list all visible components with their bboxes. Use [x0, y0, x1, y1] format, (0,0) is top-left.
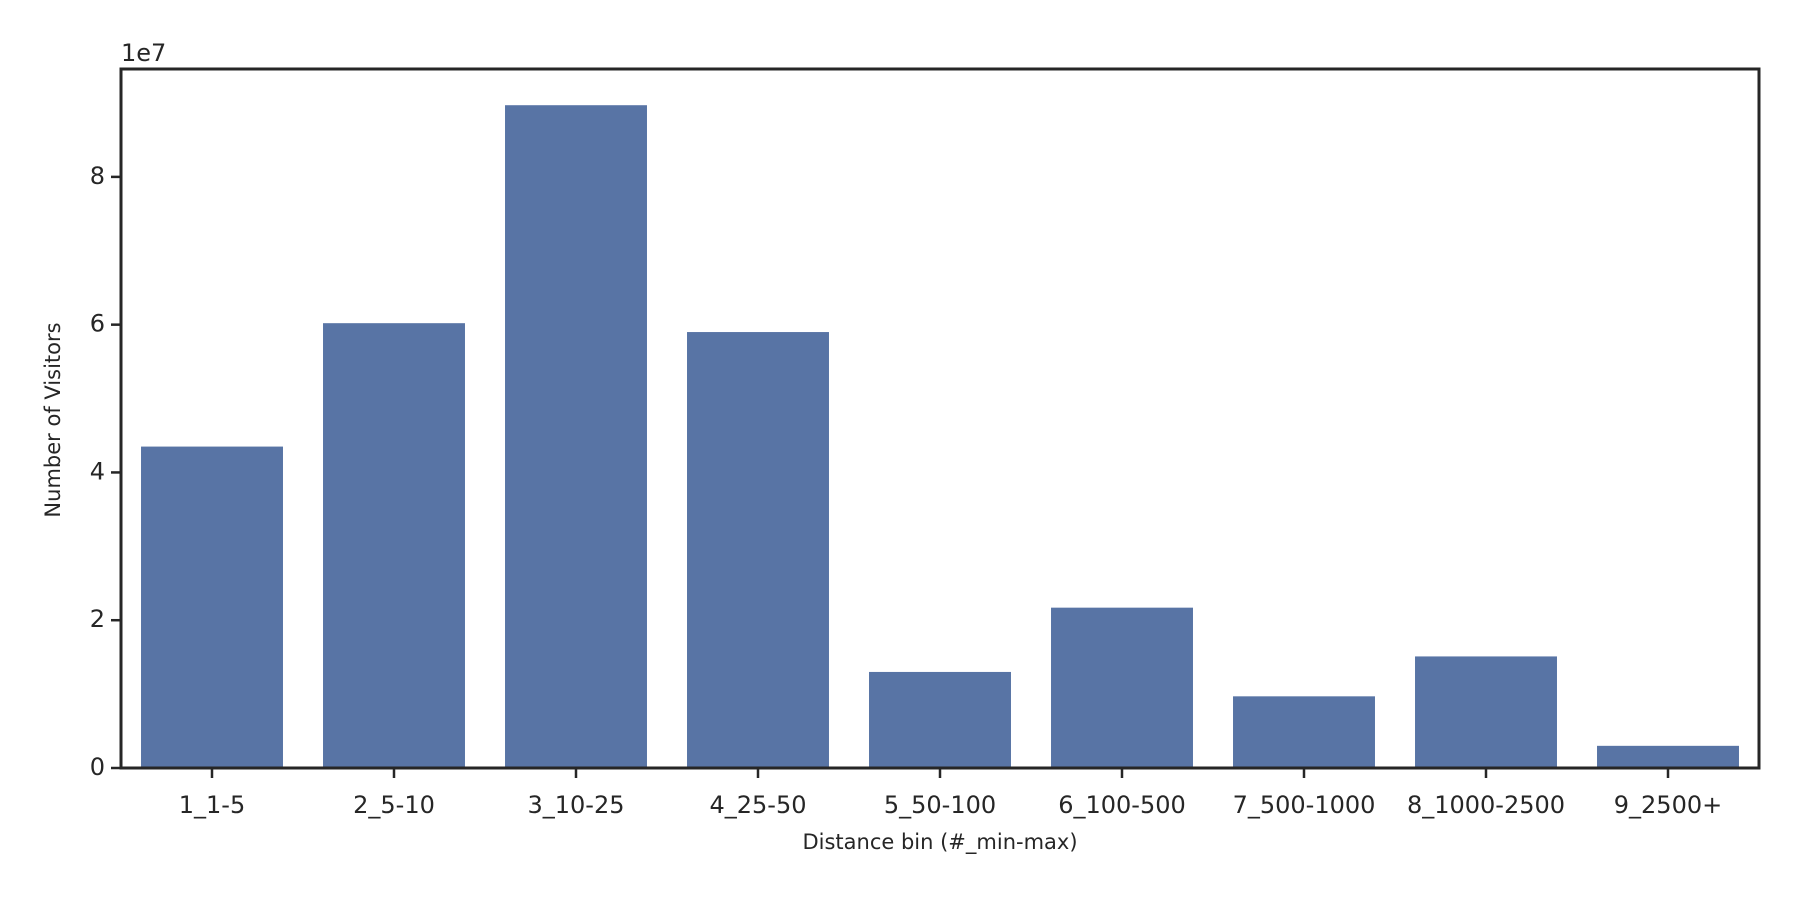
bar [323, 323, 465, 768]
bar [141, 446, 283, 768]
x-tick-label: 8_1000-2500 [1407, 791, 1565, 819]
x-tick-label: 5_50-100 [884, 791, 996, 819]
x-axis-label: Distance bin (#_min-max) [802, 830, 1077, 855]
y-tick-label: 2 [90, 605, 105, 633]
y-tick-label: 8 [90, 162, 105, 190]
plot-frame [119, 67, 1761, 770]
bar [1051, 607, 1193, 768]
bar [1233, 696, 1375, 768]
x-tick-label: 2_5-10 [353, 791, 435, 819]
y-tick-label: 0 [90, 753, 105, 781]
bar [1415, 656, 1557, 768]
y-tick-label: 4 [90, 457, 105, 485]
x-tick-label: 4_25-50 [709, 791, 806, 819]
offset-label: 1e7 [121, 39, 166, 67]
x-tick-label: 3_10-25 [527, 791, 624, 819]
bar [1597, 745, 1739, 768]
bar [505, 105, 647, 769]
y-axis-label: Number of Visitors [41, 322, 65, 517]
x-tick-label: 9_2500+ [1614, 791, 1722, 819]
bar [869, 671, 1011, 768]
y-tick-label: 6 [90, 310, 105, 338]
x-tick-label: 1_1-5 [179, 791, 245, 819]
x-tick-label: 7_500-1000 [1233, 791, 1376, 819]
x-tick-label: 6_100-500 [1058, 791, 1186, 819]
bar [687, 332, 829, 768]
